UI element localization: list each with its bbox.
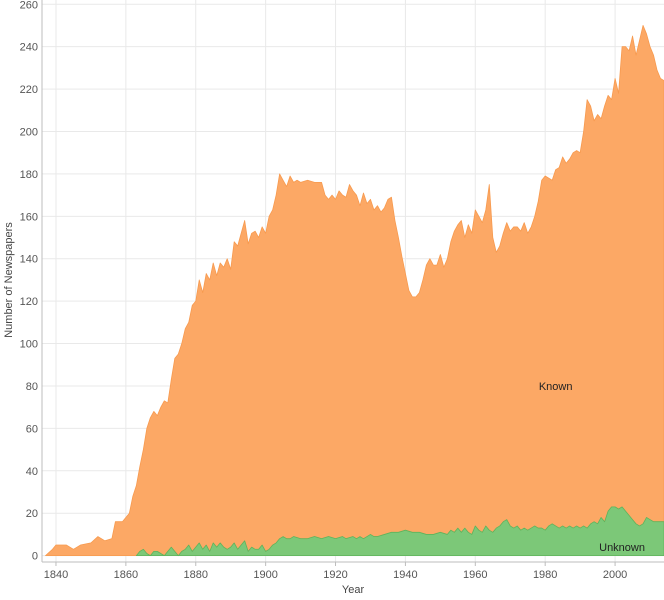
y-tick-label: 200: [20, 126, 38, 138]
y-tick-label: 260: [20, 0, 38, 11]
y-tick-label: 60: [26, 423, 38, 435]
series-label-known: Known: [539, 381, 573, 393]
x-tick-label: 1980: [533, 569, 557, 581]
y-tick-label: 120: [20, 296, 38, 308]
x-axis-title: Year: [342, 584, 365, 596]
x-tick-label: 1840: [44, 569, 68, 581]
x-tick-label: 1860: [114, 569, 138, 581]
x-tick-label: 1920: [323, 569, 347, 581]
x-tick-label: 1900: [253, 569, 277, 581]
series-label-unknown: Unknown: [599, 542, 645, 554]
x-tick-label: 1960: [463, 569, 487, 581]
y-tick-label: 80: [26, 381, 38, 393]
y-tick-labels: 0 20 40 60 80 100 120 140 160 180 200 220 240 260: [20, 0, 38, 563]
y-tick-label: 40: [26, 466, 38, 478]
x-tick-label: 1940: [393, 569, 417, 581]
series-area-known: [45, 25, 664, 557]
axes: [41, 0, 664, 563]
y-tick-label: 160: [20, 211, 38, 223]
y-tick-label: 180: [20, 169, 38, 181]
x-tick-labels: 1840 1860 1880 1900 1920 1940 1960 1980 2000: [44, 569, 628, 581]
y-tick-label: 20: [26, 508, 38, 520]
y-tick-label: 240: [20, 42, 38, 54]
x-tick-label: 1880: [184, 569, 208, 581]
area-layer: [45, 25, 664, 557]
y-tick-label: 140: [20, 254, 38, 266]
x-tick-label: 2000: [603, 569, 627, 581]
series-area-unknown: [135, 506, 664, 557]
series-labels: Known Unknown: [539, 381, 645, 554]
y-tick-label: 220: [20, 84, 38, 96]
y-tick-label: 100: [20, 339, 38, 351]
y-axis-title: Number of Newspapers: [3, 222, 15, 338]
y-tick-label: 0: [32, 551, 38, 563]
